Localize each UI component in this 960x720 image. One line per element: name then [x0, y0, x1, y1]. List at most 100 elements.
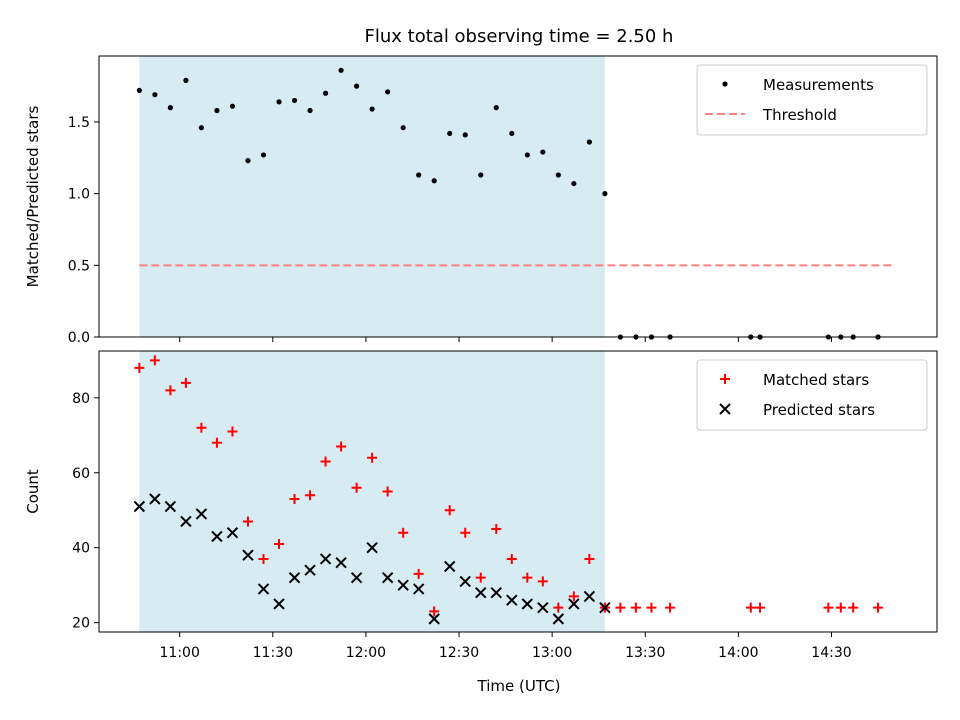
predicted-star-point [599, 601, 611, 614]
ratio-panel-frame [98, 55, 938, 338]
measurement-point [260, 152, 267, 158]
predicted-star-point [319, 553, 332, 565]
measurement-point [167, 105, 173, 111]
predicted-star-point [412, 583, 425, 595]
matched-star-point [835, 602, 846, 613]
measurement-point [555, 172, 561, 178]
predicted-star-point [288, 571, 301, 584]
legend-entry-label: Matched stars [763, 371, 869, 389]
legend-measurements-marker [722, 81, 728, 87]
measurement-point [416, 172, 422, 178]
predicted-star-point [211, 530, 223, 543]
measurement-point [152, 92, 158, 98]
x-tick-label: 11:30 [253, 645, 293, 661]
count-legend: Matched stars Predicted stars [696, 359, 928, 431]
predicted-star-point [428, 613, 440, 625]
predicted-star-point [506, 594, 518, 606]
y-tick-label: 80 [72, 391, 90, 407]
predicted-star-point [537, 601, 549, 614]
predicted-star-point [195, 508, 208, 520]
matched-star-point [398, 527, 409, 538]
predicted-star-point [257, 583, 270, 595]
matched-star-point [367, 452, 378, 463]
matched-star-point [646, 602, 657, 613]
matched-star-point [289, 493, 300, 504]
predicted-star-point [444, 560, 456, 573]
legend-box [696, 64, 928, 136]
matched-star-point [149, 355, 160, 366]
predicted-star-point [149, 493, 161, 505]
x-tick-label: 13:00 [532, 645, 572, 661]
predicted-star-point [366, 541, 378, 554]
measurement-point [291, 97, 298, 104]
matched-star-point [382, 486, 393, 497]
matched-star-point [745, 602, 756, 613]
y-tick-label: 1.5 [68, 115, 90, 131]
legend-entry-label: Measurements [763, 76, 874, 94]
x-tick-label: 13:30 [625, 645, 665, 661]
legend-predicted-marker [719, 403, 731, 415]
matched-star-point [630, 602, 641, 613]
count-panel: 20 40 60 80 11:00 11:30 12:00 12:30 13:00 13:30 1… [24, 350, 938, 661]
measurement-point [198, 125, 205, 131]
measurement-point [571, 180, 577, 187]
measurement-point [214, 107, 220, 114]
y-tick-label: 20 [72, 616, 90, 632]
matched-star-point [848, 602, 859, 613]
matched-star-point [823, 602, 834, 613]
predicted-star-point [180, 515, 192, 528]
measurement-point [183, 77, 189, 83]
x-tick-label: 11:00 [160, 645, 200, 661]
measurement-point [478, 172, 484, 178]
measurement-point [338, 67, 344, 73]
legend-entry-label: Threshold [762, 106, 837, 124]
measurement-point [493, 105, 499, 111]
measurement-point [540, 149, 546, 155]
y-tick-label: 0.0 [68, 330, 90, 346]
y-tick-label: 1.0 [68, 187, 90, 203]
predicted-star-point [242, 549, 254, 561]
matched-star-point [584, 553, 595, 564]
matched-star-point [429, 606, 440, 617]
measurement-point [229, 103, 236, 109]
predicted-star-point [459, 575, 471, 588]
matched-star-point [444, 505, 455, 516]
measurement-point [431, 178, 437, 184]
matched-star-point [522, 572, 533, 583]
measurement-point [586, 139, 592, 145]
measurement-point [447, 130, 453, 137]
matched-star-point [665, 602, 676, 613]
predicted-star-point [164, 500, 177, 513]
matched-star-point [258, 553, 269, 564]
y-tick-label: 60 [72, 466, 90, 482]
ratio-shaded-interval [139, 56, 605, 337]
legend-matched-marker [720, 374, 730, 384]
matched-star-point [755, 602, 766, 613]
predicted-star-point [381, 571, 394, 584]
matched-star-point [568, 591, 579, 602]
measurement-point [322, 90, 329, 96]
measurement-point [354, 83, 360, 89]
count-panel-frame [98, 350, 938, 633]
matched-star-point [460, 527, 471, 538]
x-axis-label: Time (UTC) [477, 677, 561, 695]
matched-star-point [615, 602, 626, 613]
legend-box [696, 359, 928, 431]
ratio-legend: Measurements Threshold [696, 64, 928, 136]
matched-star-point [305, 490, 316, 501]
predicted-star-point [350, 571, 363, 584]
predicted-star-point [521, 598, 534, 610]
measurement-point [369, 106, 375, 112]
predicted-star-point [490, 586, 502, 599]
measurement-point [136, 87, 142, 94]
measurement-point [524, 152, 530, 158]
chart-title: Flux total observing time = 2.50 h [365, 26, 674, 47]
matched-star-point [491, 523, 502, 534]
matched-star-point [211, 437, 222, 448]
legend-entry-label: Predicted stars [763, 401, 875, 419]
matched-star-point [165, 385, 176, 396]
measurement-point [245, 158, 251, 164]
measurement-point [307, 107, 313, 114]
measurement-point [276, 99, 282, 105]
matched-star-point [553, 602, 564, 613]
